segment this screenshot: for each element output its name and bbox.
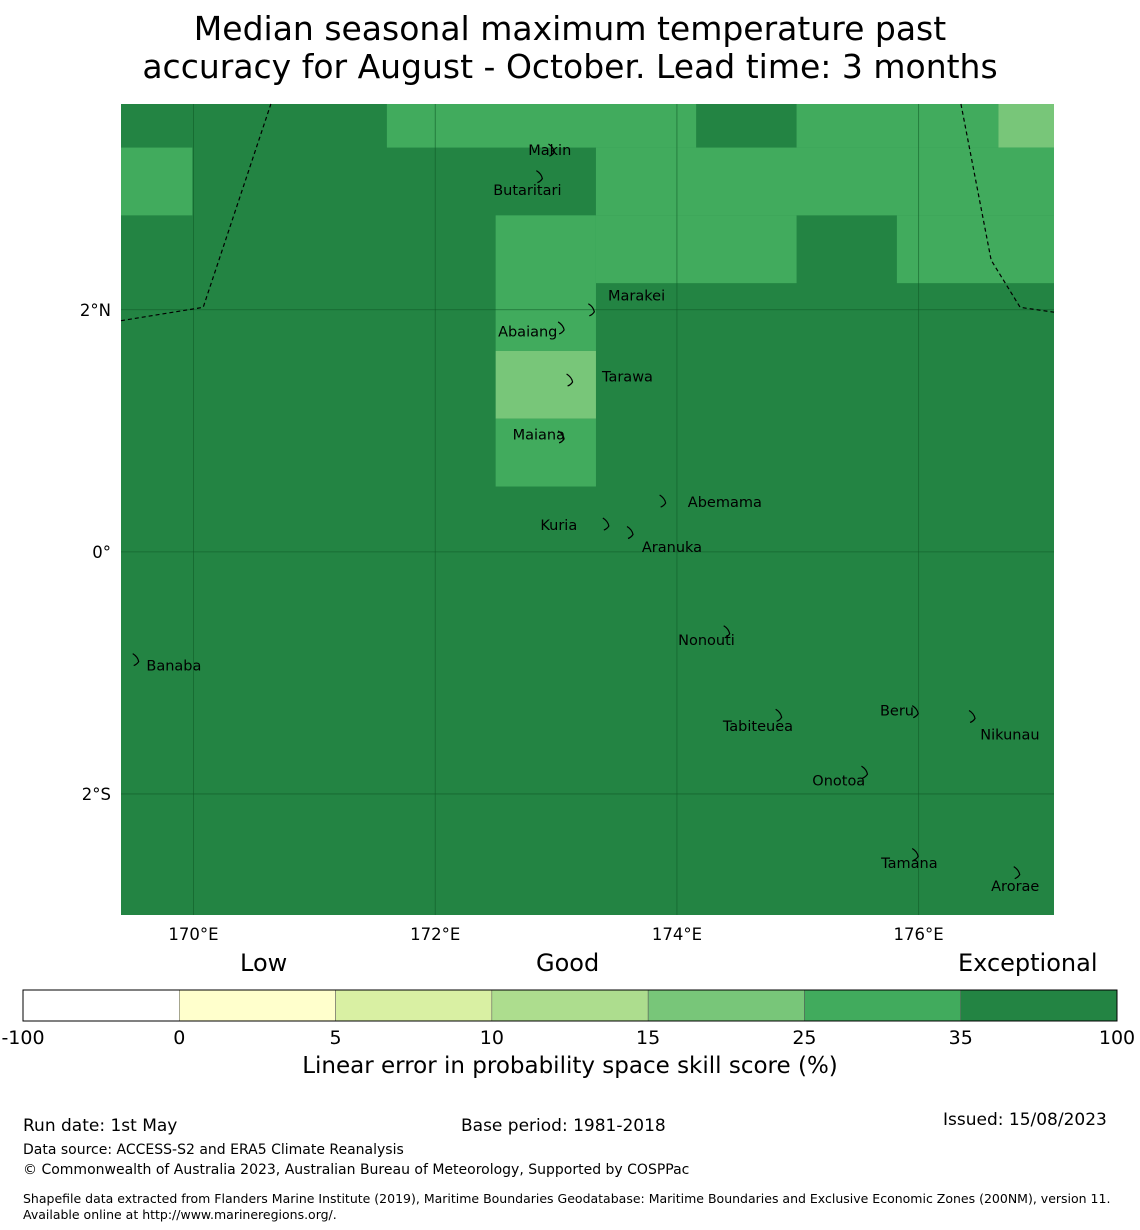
colorbar-tick-label: 35 (949, 1027, 973, 1049)
colorbar-segment (647, 989, 805, 1022)
skill-cell (998, 104, 1054, 148)
island-label: Maiana (513, 427, 565, 443)
skill-cell (595, 147, 1054, 216)
island-label: Tarawa (601, 369, 653, 385)
colorbar-tick-label: 100 (1099, 1027, 1135, 1049)
skill-cell (121, 147, 193, 216)
island-outline (557, 321, 565, 335)
data-source: Data source: ACCESS-S2 and ERA5 Climate … (23, 1142, 404, 1158)
colorbar-segment (491, 989, 649, 1022)
skill-cell (495, 215, 596, 351)
colorbar-tick-label: 15 (636, 1027, 660, 1049)
x-tick-label: 176°E (894, 925, 944, 944)
legend-category-exceptional: Exceptional (958, 949, 1098, 977)
colorbar-tick-label: 5 (330, 1027, 342, 1049)
island-outline (132, 653, 140, 667)
skill-cell (595, 215, 797, 284)
island-label: Aranuka (642, 540, 702, 556)
island-outline (723, 625, 731, 639)
skill-cell (495, 350, 596, 419)
colorbar-tick-label: -100 (1, 1027, 44, 1049)
island-label: Banaba (146, 659, 201, 675)
island-outline (1013, 866, 1021, 880)
island-outline (911, 705, 919, 719)
colorbar-segment (179, 989, 336, 1022)
colorbar-frame (22, 989, 1118, 1022)
island-label: Arorae (991, 879, 1039, 895)
island-outline (659, 494, 667, 508)
island-outline (861, 765, 869, 779)
island-label: Abaiang (498, 325, 557, 341)
skill-cell (386, 104, 697, 148)
map-title: Median seasonal maximum temperature past… (0, 10, 1140, 86)
skill-cell (495, 418, 596, 487)
island-label: Nonouti (678, 633, 735, 649)
colorbar-segment (22, 989, 180, 1022)
map-axes: 170°E 172°E 174°E 176°E 2°N 0° 2°S (80, 301, 944, 944)
island-outline (566, 373, 574, 387)
run-date: Run date: 1st May (23, 1116, 178, 1136)
colorbar-title: Linear error in probability space skill … (302, 1053, 838, 1079)
colorbar-segment (335, 989, 493, 1022)
issued-date: Issued: 15/08/2023 (943, 1110, 1107, 1130)
island-label: Onotoa (812, 774, 865, 790)
legend-category-low: Low (240, 949, 288, 977)
colorbar-segment (804, 989, 961, 1022)
island-outline (968, 709, 976, 724)
island-outline (911, 847, 919, 862)
x-tick-label: 172°E (410, 925, 460, 944)
island-label: Marakei (608, 288, 665, 304)
colorbar: -100 0 5 10 15 25 35 100 (1, 989, 1135, 1049)
eez-boundary-line (960, 103, 1055, 313)
island-label: Nikunau (980, 728, 1039, 744)
map-title-line2: accuracy for August - October. Lead time… (142, 47, 998, 86)
island-outline (536, 170, 544, 184)
island-label: Tabiteuea (722, 719, 793, 735)
skill-cell (896, 215, 1054, 284)
island-label: Beru (880, 703, 914, 719)
skill-cell (696, 104, 797, 148)
legend-category-good: Good (536, 949, 600, 977)
island-outline (548, 143, 556, 157)
base-period: Base period: 1981-2018 (461, 1116, 666, 1136)
y-tick-label: 0° (92, 543, 111, 562)
island-outline (557, 430, 565, 444)
colorbar-tick-label: 25 (792, 1027, 816, 1049)
colorbar-tick-label: 0 (173, 1027, 185, 1049)
shapefile-credit: Shapefile data extracted from Flanders M… (23, 1191, 1111, 1222)
island-label: Butaritari (493, 183, 561, 199)
eez-boundary-line (120, 103, 272, 322)
y-tick-label: 2°S (82, 785, 111, 804)
colorbar-segment (960, 989, 1118, 1022)
copyright-notice: © Commonwealth of Australia 2023, Austra… (23, 1162, 690, 1178)
island-outline (626, 525, 634, 540)
x-tick-label: 174°E (652, 925, 702, 944)
island-label: Tamana (880, 856, 937, 872)
map-title-line1: Median seasonal maximum temperature past (193, 9, 947, 48)
island-label: Abemama (688, 495, 762, 511)
island-label: Makin (528, 143, 571, 159)
map-plot-area: Makin Butaritari Marakei Abaiang Tarawa Maian… (120, 103, 1055, 915)
colorbar-tick-label: 10 (480, 1027, 504, 1049)
island-outline (775, 708, 783, 722)
island-outline (588, 303, 595, 317)
island-outline (602, 517, 610, 531)
y-tick-label: 2°N (80, 301, 111, 320)
island-label: Kuria (540, 518, 577, 534)
x-tick-label: 170°E (168, 925, 218, 944)
